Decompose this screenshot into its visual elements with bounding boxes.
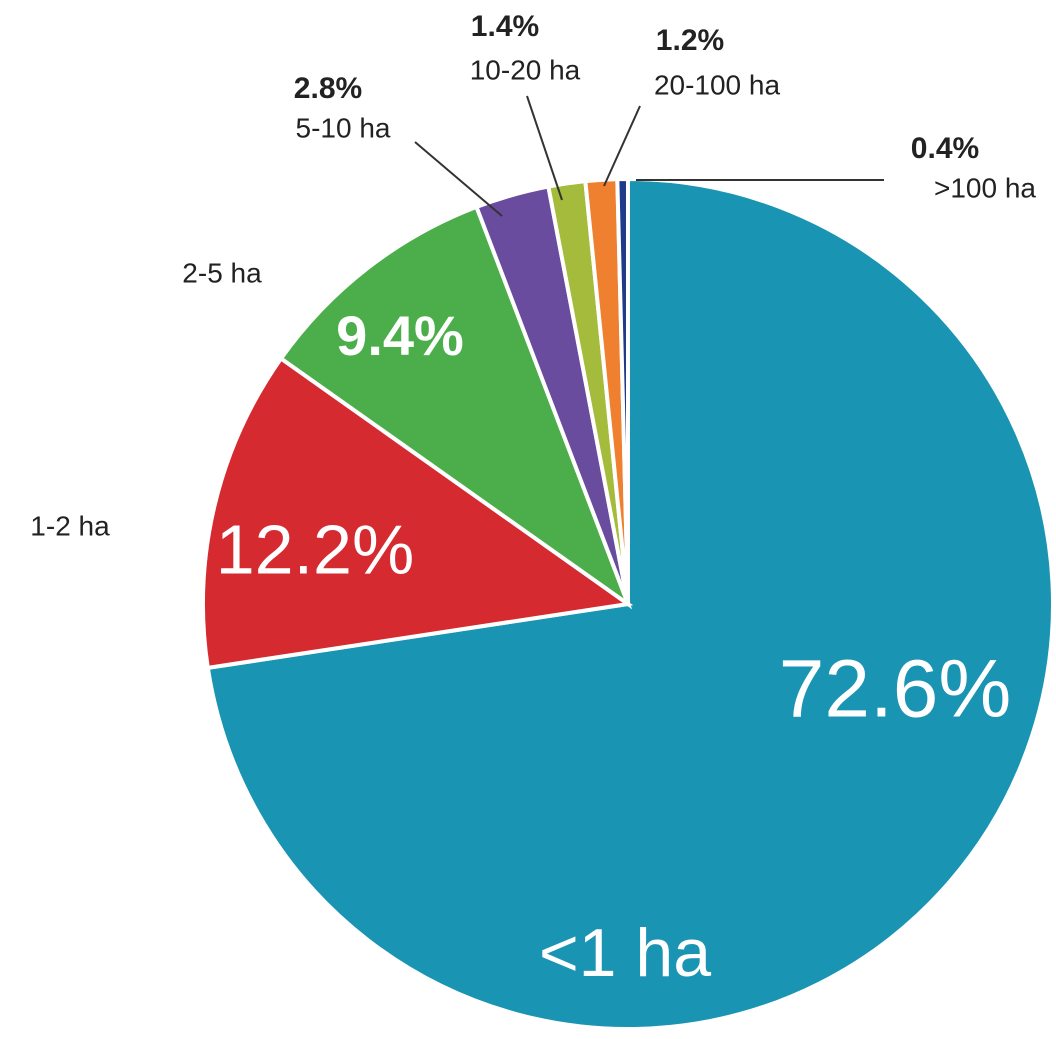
category-label: 10-20 ha	[470, 54, 581, 85]
category-label: 1-2 ha	[30, 510, 110, 541]
value-label: 1.4%	[471, 10, 539, 43]
category-label: >100 ha	[934, 172, 1036, 203]
leader-line	[604, 106, 640, 186]
value-label: 1.2%	[656, 24, 724, 57]
leader-line	[415, 142, 502, 216]
category-label: 20-100 ha	[654, 69, 781, 100]
category-label: 5-10 ha	[296, 112, 391, 143]
value-label: 9.4%	[336, 304, 464, 367]
chart: 72.6% <1 ha 12.2% 1-2 ha 9.4% 2-5 ha 2.8% 5-10 …	[0, 0, 1056, 1034]
category-label: <1 ha	[539, 915, 711, 991]
value-label: 2.8%	[294, 72, 362, 105]
leader-line	[527, 96, 562, 200]
value-label: 12.2%	[216, 510, 414, 588]
value-label: 72.6%	[779, 644, 1012, 735]
value-label: 0.4%	[911, 132, 979, 165]
category-label: 2-5 ha	[182, 257, 262, 288]
